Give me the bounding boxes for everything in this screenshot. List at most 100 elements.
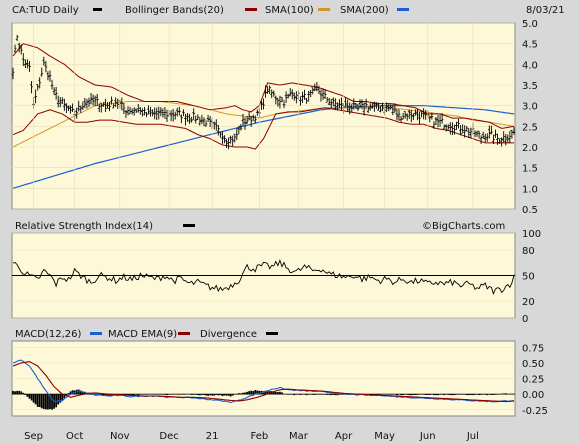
divergence-bar (451, 394, 454, 396)
divergence-bar (266, 391, 269, 395)
price-bar (440, 113, 444, 124)
divergence-bar (211, 394, 214, 396)
price-bar (231, 135, 235, 147)
divergence-bar (404, 394, 407, 395)
divergence-bar (264, 390, 267, 395)
month-tick-label: May (374, 431, 395, 442)
price-tick-label: 0.5 (522, 205, 538, 216)
divergence-bar (135, 394, 138, 395)
divergence-bar (225, 394, 228, 396)
price-bar (214, 119, 218, 131)
price-bar (358, 99, 362, 109)
legend-symbol-swatch (93, 8, 102, 11)
divergence-bar (496, 394, 499, 395)
price-bar (416, 108, 419, 121)
price-bar (124, 109, 128, 118)
divergence-bar (297, 394, 300, 395)
price-bar (95, 93, 99, 107)
price-tick-label: 3.5 (522, 81, 538, 92)
divergence-bar (334, 394, 337, 396)
price-bar (299, 96, 302, 106)
rsi-tick-label: 0 (522, 314, 528, 325)
divergence-bar (336, 394, 339, 396)
bigcharts-credit: ©BigCharts.com (422, 221, 505, 232)
month-tick-label: Jun (419, 431, 436, 442)
price-bar (157, 106, 161, 120)
price-bar (50, 79, 54, 90)
price-bar (200, 114, 204, 125)
x-axis: Sep Oct Nov Dec 21 Feb Mar Apr May Jun Jul (24, 23, 479, 442)
price-bar (202, 117, 206, 127)
divergence-bar (157, 394, 160, 395)
price-bar (239, 124, 243, 131)
price-bar (344, 97, 348, 108)
divergence-bar (285, 394, 287, 395)
price-bar (321, 88, 325, 100)
month-tick-label: 21 (206, 431, 219, 442)
divergence-bar (447, 394, 450, 395)
price-bar (79, 105, 83, 113)
price-bar (432, 121, 436, 129)
price-bar (110, 96, 113, 105)
divergence-bar (88, 393, 90, 395)
divergence-bar (231, 394, 234, 396)
price-bar (17, 42, 21, 53)
price-bar (19, 44, 23, 55)
divergence-bar (237, 393, 240, 395)
divergence-bar (320, 394, 322, 395)
price-bar (186, 113, 189, 122)
divergence-bar (44, 394, 47, 410)
divergence-bar (502, 393, 505, 395)
price-tick-label: 4.5 (522, 40, 538, 51)
divergence-bar (223, 394, 226, 396)
price-bar (196, 114, 200, 121)
rsi-series (12, 258, 515, 295)
price-bar (143, 106, 146, 116)
divergence-bar (377, 393, 380, 395)
price-bar (13, 44, 17, 53)
month-tick-label: Apr (335, 431, 353, 442)
divergence-bar (106, 394, 109, 396)
price-bar (485, 133, 489, 142)
divergence-bar (81, 391, 84, 395)
price-bar (395, 109, 399, 121)
price-tick-label: 3.0 (522, 102, 538, 113)
price-bar (145, 112, 148, 118)
price-bar (255, 109, 259, 116)
price-bar (389, 104, 393, 110)
price-bar (483, 133, 487, 143)
price-bar (23, 59, 27, 69)
price-bar (67, 105, 70, 112)
divergence-bar (196, 394, 199, 396)
price-bar (225, 138, 228, 148)
rsi-line (12, 258, 515, 295)
price-bar (333, 98, 337, 111)
divergence-bar (131, 394, 134, 396)
price-bar (329, 98, 333, 109)
price-bar (391, 104, 395, 116)
price-bar (52, 87, 56, 96)
divergence-bar (500, 393, 503, 395)
price-bar (397, 109, 401, 121)
divergence-bar (494, 394, 497, 395)
price-bar (346, 99, 350, 112)
divergence-bar (79, 390, 82, 395)
price-bar (138, 106, 142, 115)
price-bar (282, 100, 286, 109)
divergence-bar (235, 394, 238, 395)
divergence-bar (151, 394, 154, 395)
price-bar (494, 129, 497, 138)
divergence-bar (51, 394, 53, 410)
price-bar (379, 105, 382, 113)
price-bar (362, 102, 366, 116)
divergence-bar (410, 394, 413, 396)
price-bar (221, 131, 224, 144)
price-bar (46, 71, 50, 81)
divergence-bar (504, 393, 507, 395)
rsi-grid (12, 232, 515, 319)
price-bar (266, 86, 270, 94)
divergence-bar (326, 394, 329, 395)
rsi-tick-label: 50 (522, 272, 535, 283)
divergence-bar (143, 394, 146, 395)
divergence-bar (108, 394, 111, 396)
